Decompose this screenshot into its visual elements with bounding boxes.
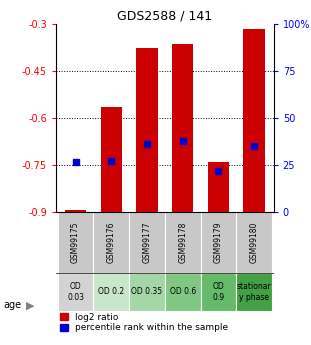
- Bar: [201, 273, 236, 311]
- Text: OD 0.2: OD 0.2: [98, 287, 124, 296]
- Text: ▶: ▶: [26, 300, 35, 310]
- Text: stationar
y phase: stationar y phase: [237, 282, 272, 302]
- Bar: [129, 273, 165, 311]
- Text: GSM99178: GSM99178: [178, 222, 187, 263]
- Bar: [243, 29, 265, 212]
- Bar: [172, 45, 193, 212]
- Bar: [100, 107, 122, 212]
- Text: GSM99176: GSM99176: [107, 222, 116, 263]
- Text: OD
0.9: OD 0.9: [212, 282, 225, 302]
- Title: GDS2588 / 141: GDS2588 / 141: [117, 10, 212, 23]
- Bar: [236, 212, 272, 273]
- Bar: [165, 273, 201, 311]
- Bar: [129, 212, 165, 273]
- Text: GSM99180: GSM99180: [249, 222, 258, 263]
- Text: age: age: [3, 300, 21, 310]
- Bar: [201, 212, 236, 273]
- Text: OD 0.6: OD 0.6: [169, 287, 196, 296]
- Bar: [165, 212, 201, 273]
- Text: GSM99177: GSM99177: [142, 222, 151, 263]
- Bar: [236, 273, 272, 311]
- Bar: [208, 162, 229, 212]
- Text: OD 0.35: OD 0.35: [132, 287, 163, 296]
- Bar: [136, 48, 158, 212]
- Bar: [58, 273, 93, 311]
- Bar: [58, 212, 93, 273]
- Text: OD
0.03: OD 0.03: [67, 282, 84, 302]
- Bar: [65, 210, 86, 212]
- Legend: log2 ratio, percentile rank within the sample: log2 ratio, percentile rank within the s…: [61, 313, 228, 332]
- Text: GSM99179: GSM99179: [214, 222, 223, 263]
- Text: GSM99175: GSM99175: [71, 222, 80, 263]
- Bar: [93, 273, 129, 311]
- Bar: [93, 212, 129, 273]
